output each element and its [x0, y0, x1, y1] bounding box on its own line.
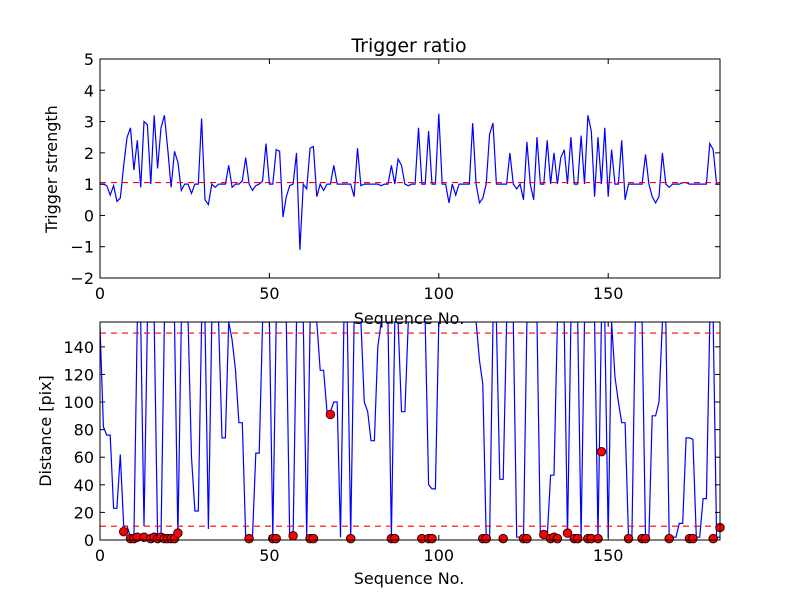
y-tick-label: 20	[74, 503, 94, 522]
data-point-marker	[173, 528, 183, 538]
data-point-marker	[288, 531, 298, 541]
chart-title: Trigger ratio	[350, 35, 466, 57]
data-point-marker	[522, 533, 532, 544]
trigger-ratio-plot-area: 0 50 100 150 −2 −1 0 1 2 3 4 5	[70, 50, 721, 303]
y-tick-label: 140	[63, 338, 94, 357]
y-tick-label: 40	[74, 476, 94, 495]
y-tick-label: 60	[74, 448, 94, 467]
data-point-marker	[427, 533, 437, 544]
data-point-marker	[664, 533, 674, 544]
distance-panel: 0 50 100 150 0 20 40 60 80 100 120 140 Sequence No.…	[36, 321, 725, 588]
x-axis-label: Sequence No.	[354, 309, 465, 328]
data-point-marker	[562, 528, 573, 538]
data-point-marker	[596, 446, 607, 457]
y-tick-label: 5	[84, 50, 94, 69]
y-tick-label: 120	[63, 365, 94, 384]
y-axis-label: Distance [pix]	[36, 375, 55, 487]
series-line	[100, 322, 720, 538]
x-tick-label: 100	[424, 546, 455, 565]
data-point-marker	[688, 533, 698, 544]
data-point-marker	[390, 533, 400, 544]
data-point-marker	[271, 533, 281, 544]
trigger-ratio-panel: Trigger ratio 0 50 100 150 −2 −1 0 1 2 3 4 5 Sequen…	[42, 35, 721, 328]
plot-frame	[99, 321, 721, 541]
data-point-marker	[552, 533, 563, 544]
data-point-marker	[623, 533, 634, 544]
data-point-marker	[308, 533, 319, 544]
plot-content	[100, 113, 720, 250]
data-point-marker	[573, 533, 583, 544]
y-tick-label: −2	[70, 269, 94, 288]
data-point-marker	[640, 533, 651, 544]
x-tick-label: 0	[95, 284, 105, 303]
x-axis-label: Sequence No.	[354, 569, 465, 588]
data-point-marker	[119, 527, 129, 537]
y-axis-label: Trigger strength	[42, 105, 61, 234]
y-tick-label: 0	[84, 531, 94, 550]
data-point-marker	[244, 533, 254, 544]
x-tick-label: 100	[424, 284, 455, 303]
data-point-marker	[539, 529, 549, 540]
y-tick-label: 100	[63, 393, 94, 412]
data-point-marker	[498, 533, 508, 544]
data-point-marker	[346, 533, 356, 544]
x-tick-label: 0	[95, 546, 105, 565]
x-tick-label: 50	[259, 546, 279, 565]
distance-plot-area: 0 50 100 150 0 20 40 60 80 100 120 140	[63, 321, 725, 565]
data-point-marker	[708, 533, 718, 544]
x-tick-label: 150	[593, 284, 624, 303]
data-point-marker	[593, 533, 603, 544]
y-tick-label: 80	[74, 421, 94, 440]
x-tick-label: 150	[593, 546, 624, 565]
y-tick-label: 4	[84, 81, 94, 100]
y-tick-label: 2	[84, 144, 94, 163]
plot-content	[100, 322, 720, 538]
y-tick-label: 3	[84, 113, 94, 132]
series-line	[100, 113, 720, 250]
data-point-marker	[325, 409, 336, 420]
y-tick-label: 0	[84, 206, 94, 225]
y-tick-label: 1	[84, 175, 94, 194]
x-tick-label: 50	[259, 284, 279, 303]
plot-frame	[99, 58, 721, 279]
data-point-marker	[481, 533, 491, 544]
y-tick-label: −1	[70, 238, 94, 257]
